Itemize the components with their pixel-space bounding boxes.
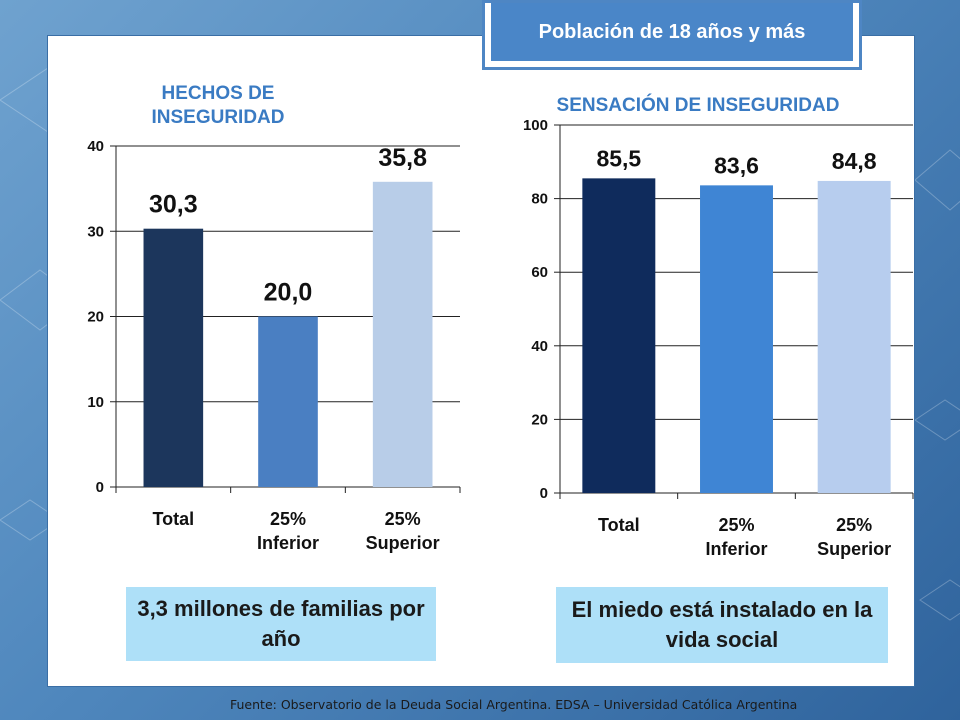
data-label: 83,6: [714, 152, 759, 178]
y-tick-label: 100: [523, 117, 548, 134]
data-label: 85,5: [596, 145, 641, 171]
y-tick-label: 40: [87, 138, 104, 155]
y-tick-label: 40: [531, 338, 548, 355]
chart-title-sensacion: SENSACIÓN DE INSEGURIDAD: [556, 95, 840, 116]
x-category-label: 25% Inferior: [705, 515, 767, 559]
data-label: 30,3: [149, 191, 198, 219]
data-label: 20,0: [264, 279, 313, 307]
y-tick-label: 60: [531, 264, 548, 281]
population-badge: Población de 18 años y más: [482, 0, 862, 70]
y-tick-label: 0: [96, 479, 104, 496]
y-tick-label: 80: [531, 191, 548, 208]
source-note: Fuente: Observatorio de la Deuda Social …: [230, 697, 798, 712]
x-category-label: 25% Superior: [366, 509, 440, 553]
chart-hechos-de-inseguridad: 0 10 20 30 40 30,3 Total 20,0 25% Inferior 35,8 25%…: [87, 138, 461, 553]
bar-2: [700, 185, 773, 494]
y-tick-label: 0: [540, 485, 548, 502]
chart-sensacion-de-inseguridad: 0 20 40 60 80 100 85,5 Total 83,6 25% Inferior 84,8…: [523, 117, 914, 559]
y-tick-label: 20: [531, 411, 548, 428]
chart-title-hechos: HECHOS DE INSEGURIDAD: [151, 83, 285, 128]
callout-familias: 3,3 millones de familias por año: [126, 587, 436, 661]
x-category-label: Total: [598, 515, 640, 535]
callout-miedo: El miedo está instalado en la vida socia…: [556, 587, 888, 663]
bar-2: [258, 316, 318, 487]
x-category-label: Total: [152, 509, 194, 529]
y-tick-label: 10: [87, 394, 104, 411]
slide-panel: HECHOS DE INSEGURIDAD SENSACIÓN DE INSEG…: [47, 35, 915, 687]
bar-3: [817, 180, 891, 493]
bar-1: [143, 228, 204, 487]
bar-1: [582, 178, 656, 494]
bar-3: [372, 181, 433, 487]
x-category-label: 25% Inferior: [257, 509, 319, 553]
data-label: 35,8: [378, 144, 427, 172]
population-badge-label: Población de 18 años y más: [491, 3, 853, 61]
y-tick-label: 20: [87, 309, 104, 326]
x-category-label: 25% Superior: [817, 515, 891, 559]
data-label: 84,8: [832, 148, 877, 174]
y-tick-label: 30: [87, 223, 104, 240]
